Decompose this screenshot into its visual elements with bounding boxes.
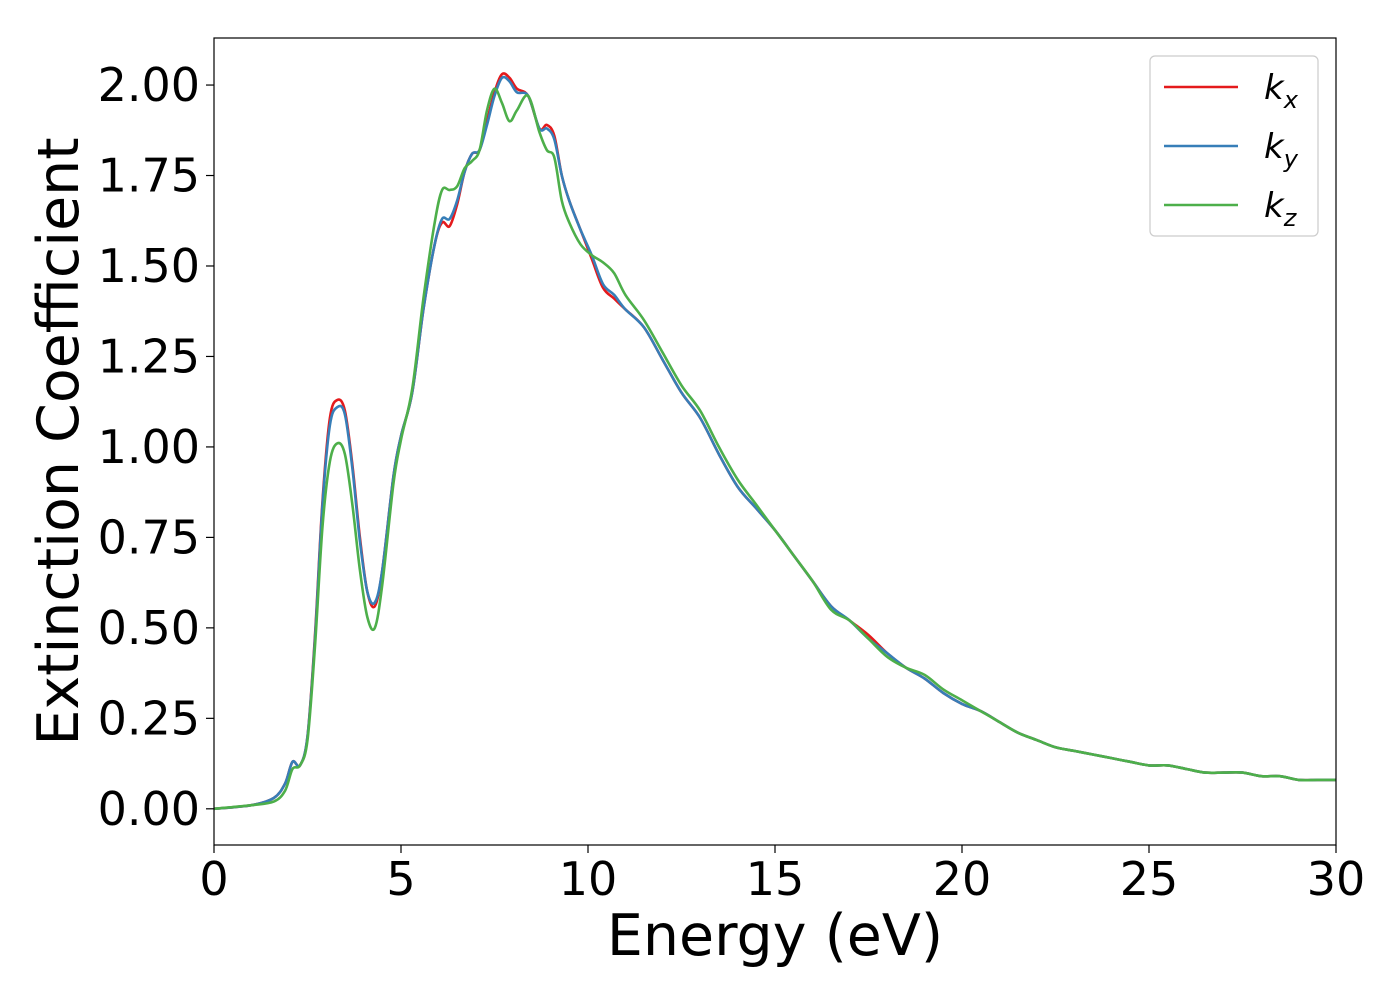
plot-lines [213, 72, 1336, 811]
y-axis-title: Extinction Coefficient [26, 137, 92, 745]
x-tick-label: 5 [386, 852, 415, 906]
x-axis-title: Energy (eV) [607, 903, 943, 969]
x-tick-label: 15 [746, 852, 805, 906]
y-tick-label: 1.25 [98, 329, 200, 383]
plot-frame [213, 37, 1337, 846]
y-tick-label: 2.00 [98, 58, 200, 112]
legend-label-subscript: y [1283, 145, 1299, 173]
x-tick-label: 30 [1307, 852, 1366, 906]
y-tick-label: 0.00 [98, 782, 200, 836]
y-tick-label: 1.00 [98, 420, 200, 474]
legend-label-kz: kz [1264, 186, 1298, 232]
series-line-kz [213, 87, 1336, 811]
y-tick-label: 0.75 [98, 510, 200, 564]
x-tick-label: 0 [199, 852, 228, 906]
x-tick-label: 20 [933, 852, 992, 906]
legend-label-kx: kx [1264, 68, 1299, 114]
legend-label-ky: ky [1264, 127, 1299, 173]
y-tick-label: 1.75 [98, 149, 200, 203]
y-tick-label: 0.25 [98, 691, 200, 745]
x-tick-label: 10 [559, 852, 618, 906]
y-tick-label: 1.50 [98, 239, 200, 293]
x-tick-label: 25 [1120, 852, 1179, 906]
legend-label-subscript: z [1283, 204, 1298, 232]
legend-label-subscript: x [1283, 86, 1299, 114]
y-axis-ticks: 0.00 0.25 0.50 0.75 1.00 1.25 1.50 1.75 2.00 [98, 58, 214, 836]
y-tick-label: 0.50 [98, 601, 200, 655]
x-axis-ticks: 0 5 10 15 20 25 30 [199, 845, 1365, 906]
legend-label-main: k [1264, 68, 1285, 108]
legend-label-main: k [1264, 127, 1285, 167]
legend-label-main: k [1264, 186, 1285, 226]
